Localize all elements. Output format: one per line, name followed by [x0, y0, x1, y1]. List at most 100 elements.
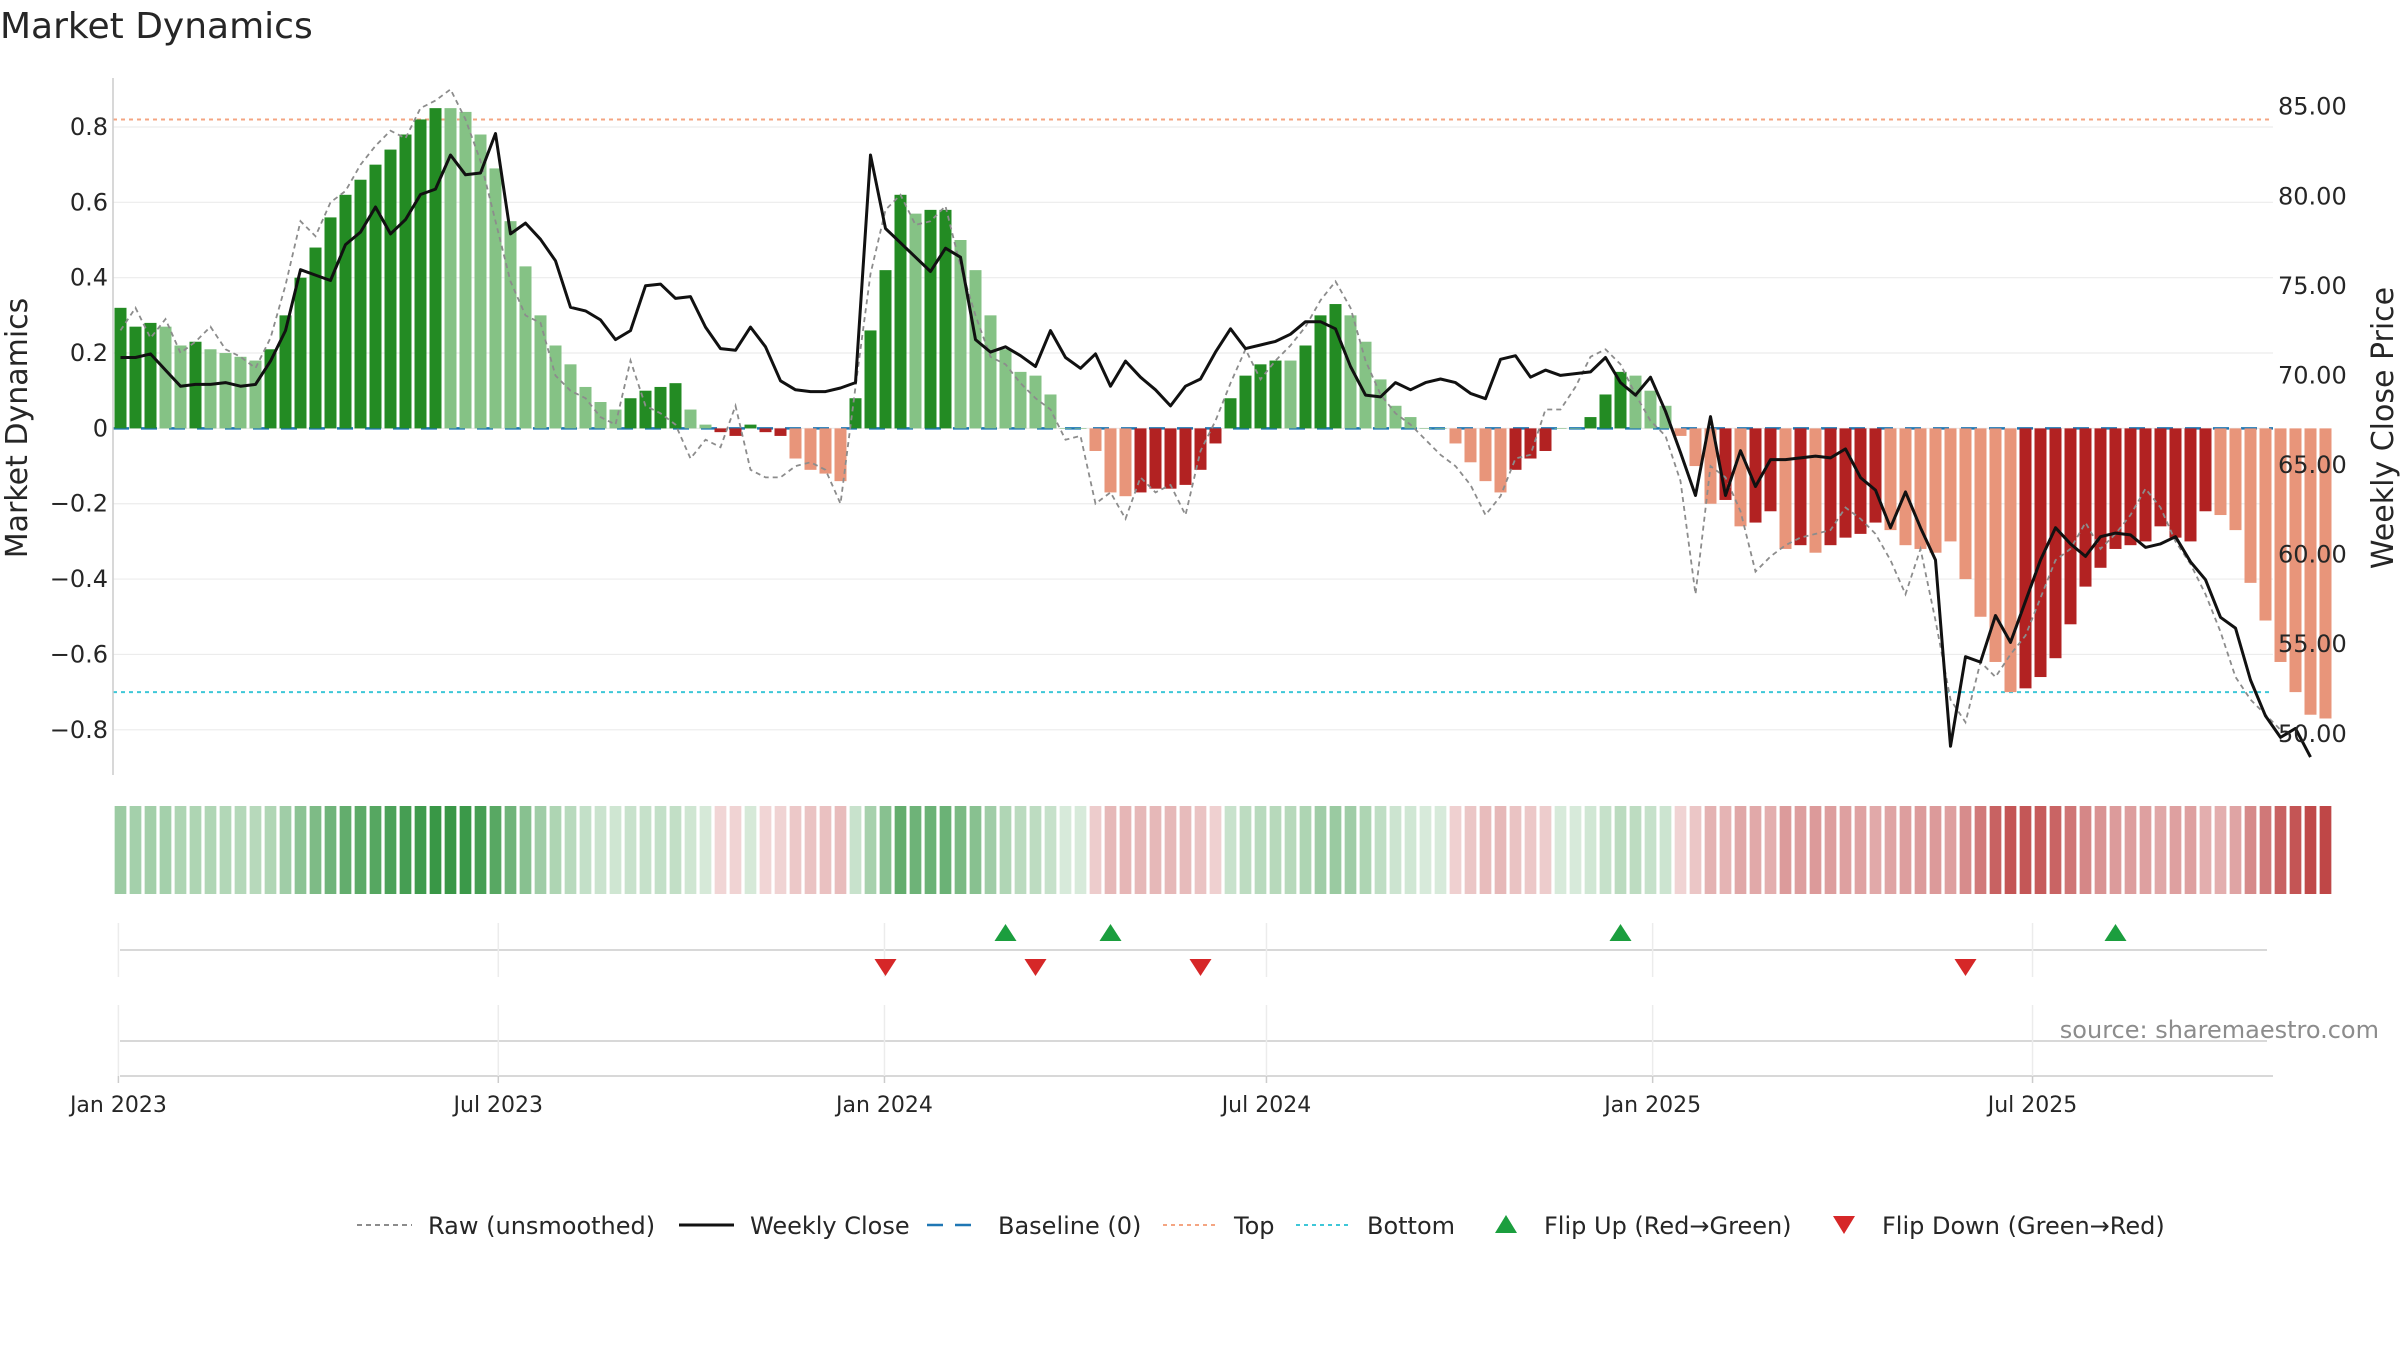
legend-swatch [1833, 1216, 1855, 1234]
regime-cell [699, 806, 712, 894]
dynamics-bar [1284, 360, 1297, 429]
dynamics-bar [1569, 428, 1582, 429]
regime-cell [1374, 806, 1387, 894]
dynamics-bar [1869, 428, 1882, 523]
regime-cell [579, 806, 592, 894]
regime-cell [1119, 806, 1132, 894]
dynamics-bar [594, 402, 607, 429]
dynamics-bar [279, 315, 292, 429]
dynamics-bar [849, 398, 862, 429]
dynamics-bar [1299, 345, 1312, 429]
regime-cell [984, 806, 997, 894]
regime-cell [1149, 806, 1162, 894]
dynamics-bar [1374, 379, 1387, 429]
dynamics-bar [1644, 390, 1657, 429]
dynamics-bar [609, 409, 622, 429]
dynamics-bar [759, 428, 772, 433]
right-tick-label: 85.00 [2278, 93, 2347, 121]
dynamics-bar [2214, 428, 2227, 516]
dynamics-bar [504, 221, 517, 429]
regime-cell [909, 806, 922, 894]
dynamics-bar [114, 307, 127, 429]
regime-cell [2019, 806, 2032, 894]
regime-cell [1599, 806, 1612, 894]
regime-cell [1584, 806, 1597, 894]
dynamics-bar [1224, 398, 1237, 429]
regime-cell [159, 806, 172, 894]
regime-cell [2154, 806, 2167, 894]
dynamics-bar [159, 326, 172, 429]
regime-cell [1539, 806, 1552, 894]
dynamics-bar [324, 217, 337, 429]
dynamics-bar [1479, 428, 1492, 482]
regime-cell [624, 806, 637, 894]
x-axis-ticks: Jan 2023 Jul 2023 Jan 2024 Jul 2024 Jan 2025… [68, 1076, 2077, 1118]
x-tick-label: Jan 2024 [834, 1093, 933, 1118]
dynamics-bar [894, 194, 907, 429]
regime-cell [2079, 806, 2092, 894]
raw-series [119, 87, 2282, 731]
regime-cell [1089, 806, 1102, 894]
right-tick-label: 65.00 [2278, 451, 2347, 479]
dynamics-bar [834, 428, 847, 482]
regime-strip [114, 806, 2332, 894]
regime-cell [1659, 806, 1672, 894]
regime-cell [1029, 806, 1042, 894]
right-axis-ticks: 85.00 80.00 75.00 70.00 65.00 60.00 55.00 50.00 [2278, 93, 2347, 748]
dynamics-bar [1014, 371, 1027, 429]
regime-cell [474, 806, 487, 894]
regime-cell [294, 806, 307, 894]
dynamics-bar [1734, 428, 1747, 527]
regime-cell [1494, 806, 1507, 894]
dynamics-bar [1674, 428, 1687, 436]
dynamics-bar [369, 164, 382, 429]
dynamics-bar [1239, 375, 1252, 429]
legend-swatch [1495, 1215, 1517, 1233]
regime-cell [1794, 806, 1807, 894]
regime-cell [2199, 806, 2212, 894]
regime-cell [1764, 806, 1777, 894]
flip-down-marker [874, 959, 897, 976]
dynamics-bar [384, 149, 397, 429]
flip-up-marker [1099, 924, 1122, 941]
regime-cell [2289, 806, 2302, 894]
regime-cell [1179, 806, 1192, 894]
regime-cell [2319, 806, 2332, 894]
dynamics-bar [1059, 428, 1072, 429]
right-tick-label: 55.00 [2278, 630, 2347, 658]
dynamics-bar [699, 424, 712, 429]
regime-cell [819, 806, 832, 894]
dynamics-bar [969, 270, 982, 429]
regime-cell [264, 806, 277, 894]
dynamics-bar [1884, 428, 1897, 531]
regime-cell [954, 806, 967, 894]
dynamics-bar [564, 364, 577, 429]
dynamics-bar [399, 134, 412, 429]
legend-label: Weekly Close [750, 1212, 910, 1240]
bottom-panel [117, 1005, 2273, 1077]
regime-cell [339, 806, 352, 894]
close-series [120, 132, 2312, 758]
regime-cell [1989, 806, 2002, 894]
regime-cell [804, 806, 817, 894]
dynamics-bar [1344, 315, 1357, 429]
dynamics-bar [354, 179, 367, 429]
dynamics-bar [1029, 375, 1042, 429]
dynamics-bar [1509, 428, 1522, 470]
regime-cell [204, 806, 217, 894]
dynamics-bar [2199, 428, 2212, 512]
regime-cell [1629, 806, 1642, 894]
regime-cell [1329, 806, 1342, 894]
regime-cell [414, 806, 427, 894]
regime-cell [1449, 806, 1462, 894]
regime-cell [1074, 806, 1087, 894]
dynamics-bar [414, 119, 427, 429]
right-tick-label: 70.00 [2278, 361, 2347, 389]
regime-cell [1254, 806, 1267, 894]
regime-cell [2229, 806, 2242, 894]
regime-cell [1569, 806, 1582, 894]
regime-cell [684, 806, 697, 894]
regime-cell [639, 806, 652, 894]
dynamics-bar [1854, 428, 1867, 534]
